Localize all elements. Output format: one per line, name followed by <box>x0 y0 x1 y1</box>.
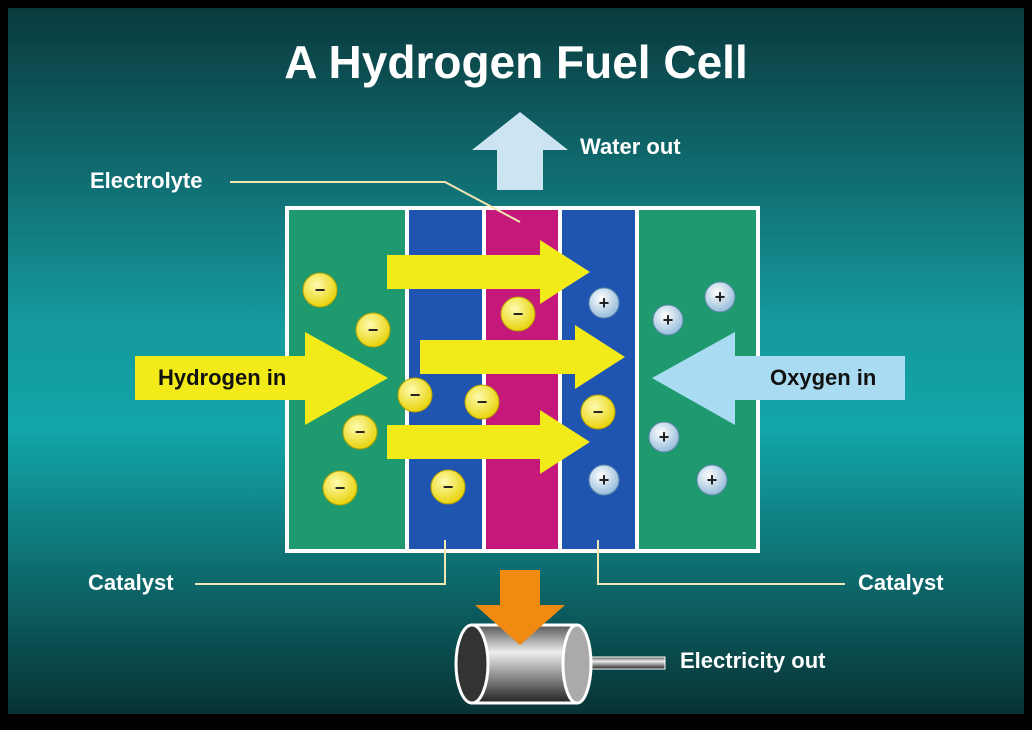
electron-sign: − <box>477 392 488 412</box>
electron-sign: − <box>513 304 524 324</box>
proton-sign: + <box>715 287 726 307</box>
battery-end <box>563 625 591 703</box>
electron-sign: − <box>335 478 346 498</box>
electron-sign: − <box>410 385 421 405</box>
catalyst-right <box>562 210 635 549</box>
electron-sign: − <box>593 402 604 422</box>
battery-end <box>456 625 488 703</box>
proton-sign: + <box>599 293 610 313</box>
proton-sign: + <box>659 427 670 447</box>
diagram: A Hydrogen Fuel Cell Water out Electroly… <box>0 0 1032 730</box>
proton-sign: + <box>707 470 718 490</box>
electron-sign: − <box>315 280 326 300</box>
title: A Hydrogen Fuel Cell <box>284 36 747 88</box>
water-out-label: Water out <box>580 134 681 159</box>
electron-sign: − <box>355 422 366 442</box>
electricity-out-label: Electricity out <box>680 648 826 673</box>
catalyst-label: Catalyst <box>858 570 944 595</box>
oxygen-in-label: Oxygen in <box>770 365 876 390</box>
hydrogen-in-label: Hydrogen in <box>158 365 286 390</box>
catalyst-label: Catalyst <box>88 570 174 595</box>
electron-sign: − <box>368 320 379 340</box>
proton-sign: + <box>663 310 674 330</box>
proton-sign: + <box>599 470 610 490</box>
electron-sign: − <box>443 477 454 497</box>
electrolyte-label: Electrolyte <box>90 168 203 193</box>
